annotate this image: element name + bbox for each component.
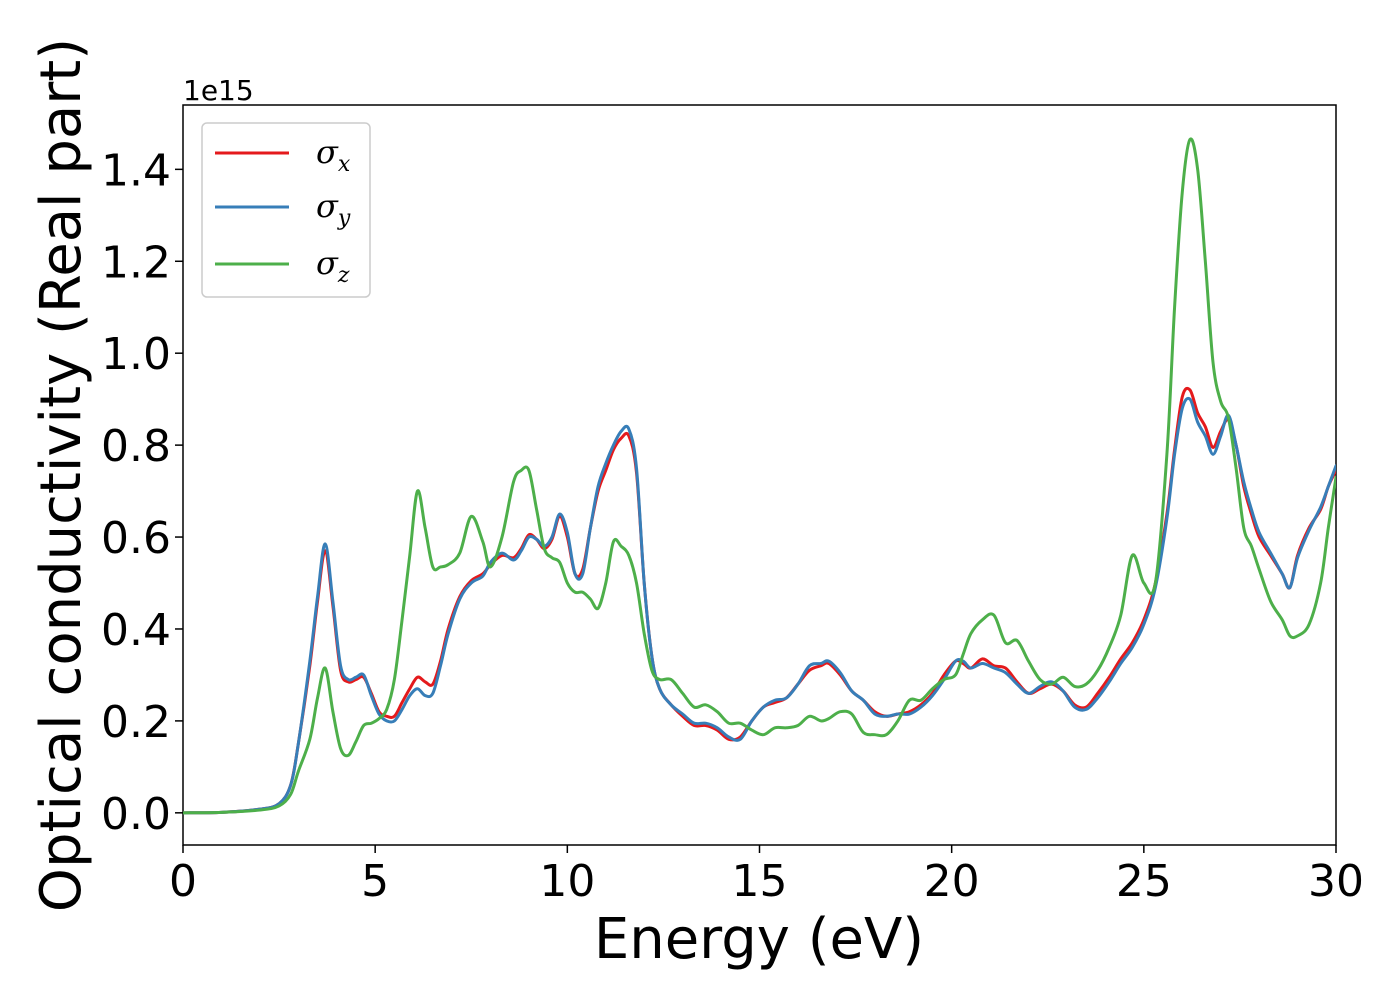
x-tick-label: 10 [539,856,595,907]
y-tick-label: 1.2 [101,237,171,288]
x-tick-label: 5 [361,856,389,907]
x-tick-label: 0 [169,856,197,907]
y-tick-label: 1.4 [101,145,171,196]
legend-box [201,122,371,298]
series-line-sigma-z [183,137,1336,815]
y-tick-label: 0.0 [101,789,171,840]
y-offset-label: 1e15 [183,74,254,107]
y-axis: 0.0 0.2 0.4 0.6 0.8 1.0 1.2 1.4 [101,145,183,840]
legend-item-sigma-x: σx [215,133,351,177]
x-axis: 0 5 10 15 20 25 30 [169,845,1364,907]
y-tick-label: 0.8 [101,421,171,472]
y-tick-label: 0.2 [101,697,171,748]
series-line-sigma-y [183,396,1336,815]
x-tick-label: 15 [732,856,788,907]
series-lines [183,137,1336,815]
x-axis-label: Energy (eV) [594,907,924,972]
y-tick-label: 1.0 [101,329,171,380]
y-tick-label: 0.4 [101,605,171,656]
x-tick-label: 25 [1116,856,1172,907]
x-tick-label: 20 [924,856,980,907]
y-axis-label: Optical conductivity (Real part) [29,38,94,912]
y-tick-label: 0.6 [101,513,171,564]
x-tick-label: 30 [1308,856,1364,907]
